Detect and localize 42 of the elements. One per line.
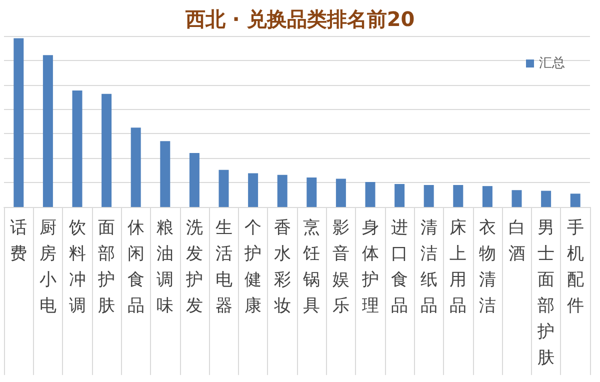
bar (160, 141, 170, 207)
bar (512, 190, 522, 207)
bar (482, 186, 492, 207)
bar (218, 170, 229, 207)
chart-title: 西北 · 兑换品类排名前20 (184, 7, 415, 31)
x-tick-label: 手机配件 (566, 218, 584, 316)
x-tick-label: 香水彩妆 (274, 218, 291, 316)
bar (102, 94, 112, 207)
x-tick-label: 面部护肤 (97, 218, 116, 316)
legend-label: 汇总 (539, 56, 565, 71)
x-tick-label: 个护健康 (244, 218, 262, 316)
bar (277, 174, 288, 207)
bar (541, 190, 552, 207)
bar (248, 173, 258, 207)
x-tick-label: 话费 (10, 218, 28, 264)
x-tick-label: 身体护理 (360, 218, 379, 316)
bar (42, 55, 53, 207)
bar (130, 128, 141, 207)
bar (365, 182, 376, 207)
bar (14, 38, 24, 207)
bar (306, 177, 317, 207)
x-tick-label: 衣物清洁 (478, 218, 496, 316)
x-tick-label: 洗发护发 (184, 218, 203, 316)
bar (424, 185, 434, 207)
bar (453, 185, 464, 207)
x-tick-label: 粮油调味 (156, 218, 174, 316)
x-tick-label: 生活电器 (215, 218, 232, 316)
x-tick-label: 休闲食品 (127, 218, 144, 316)
bar (72, 90, 82, 207)
x-tick-label: 烹饪锅具 (302, 218, 320, 316)
x-tick-label: 白酒 (508, 218, 526, 264)
bar (189, 152, 200, 207)
x-tick-label: 饮料冲调 (68, 218, 86, 316)
x-tick-label: 清洁纸品 (420, 218, 438, 316)
bar (394, 184, 405, 207)
x-tick-label: 影音娱乐 (332, 218, 350, 316)
x-tick-label: 厨房小电 (39, 218, 56, 316)
bar (336, 178, 346, 207)
x-tick-label: 床上用品 (450, 218, 467, 316)
x-tick-label: 男士面部护肤 (536, 218, 555, 368)
bar (570, 194, 580, 207)
x-tick-label: 进口食品 (391, 218, 408, 316)
